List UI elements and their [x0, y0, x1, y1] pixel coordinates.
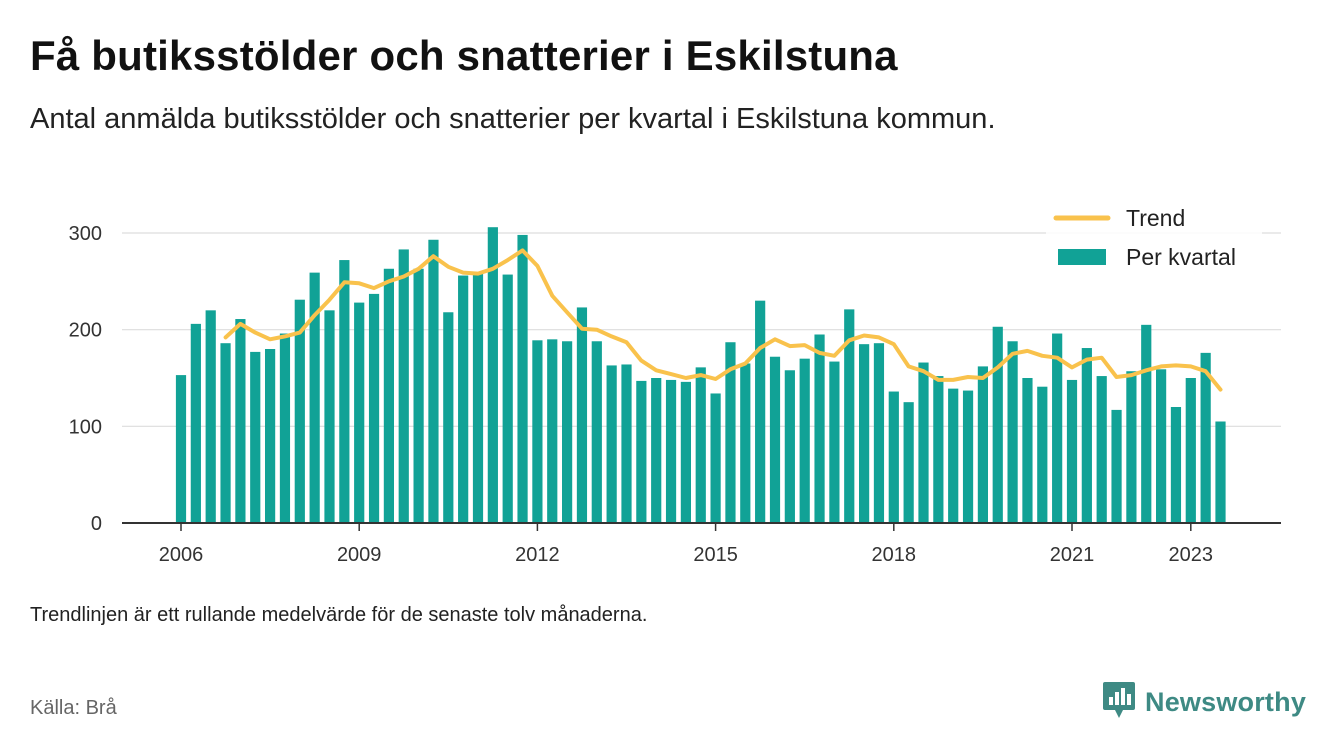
bar — [621, 364, 632, 523]
bar — [740, 363, 751, 523]
bar — [888, 391, 899, 523]
bar-series — [175, 227, 1226, 523]
bar — [769, 356, 781, 523]
bar — [903, 402, 914, 523]
bar — [1096, 376, 1107, 523]
bar — [1007, 341, 1018, 523]
y-axis-ticks: 0 100 200 300 — [69, 223, 102, 535]
bar — [309, 272, 320, 523]
y-tick-label: 300 — [69, 223, 102, 245]
bar — [413, 268, 424, 523]
bar — [977, 366, 988, 523]
bar — [487, 227, 498, 523]
bar — [1170, 407, 1182, 523]
bar — [235, 319, 246, 523]
bar — [844, 309, 855, 523]
bar — [918, 362, 929, 523]
trend-line — [223, 248, 1223, 392]
bar — [1081, 348, 1092, 523]
bar — [962, 390, 974, 523]
bar — [472, 273, 484, 523]
bar — [1037, 386, 1048, 523]
bar — [1215, 421, 1226, 523]
bar — [175, 375, 187, 523]
bar — [755, 300, 766, 523]
bar — [502, 274, 513, 523]
bar — [354, 302, 365, 523]
bar — [517, 234, 528, 523]
bar — [1052, 333, 1063, 523]
legend-bar-label: Per kvartal — [1126, 244, 1236, 270]
bar — [339, 260, 350, 523]
y-tick-label: 100 — [69, 416, 102, 438]
bar — [279, 333, 291, 523]
chart-subtitle: Antal anmälda butiksstölder och snatteri… — [30, 103, 996, 135]
bar — [1185, 378, 1196, 523]
bar — [1126, 371, 1137, 523]
y-tick-label: 0 — [91, 513, 102, 535]
x-tick-label: 2018 — [872, 544, 917, 566]
bar — [532, 340, 543, 523]
x-axis-ticks: 2006 2009 2012 2015 2018 2021 2023 — [159, 523, 1213, 566]
bar — [1022, 378, 1033, 523]
x-tick-label: 2021 — [1050, 544, 1095, 566]
x-tick-label: 2006 — [159, 544, 204, 566]
bar — [398, 249, 409, 523]
bar — [799, 358, 810, 523]
bar — [562, 341, 573, 523]
bar — [933, 376, 944, 523]
bar — [651, 378, 662, 523]
legend-background — [1046, 202, 1262, 282]
bar — [591, 341, 602, 523]
bar — [576, 307, 588, 523]
legend: Trend Per kvartal — [1046, 202, 1262, 282]
x-tick-label: 2012 — [515, 544, 560, 566]
x-tick-label: 2023 — [1169, 544, 1214, 566]
bar — [606, 365, 617, 523]
bar — [250, 351, 261, 523]
bar — [859, 344, 870, 523]
bar — [190, 323, 201, 523]
source-credit: Källa: Brå — [30, 697, 117, 719]
brand-name: Newsworthy — [1145, 687, 1307, 717]
x-tick-label: 2009 — [337, 544, 382, 566]
bar — [725, 342, 736, 523]
bar — [324, 310, 335, 523]
bar — [992, 326, 1003, 523]
bar — [458, 275, 469, 523]
chart-title: Få butiksstölder och snatterier i Eskils… — [30, 32, 898, 79]
bar — [784, 370, 795, 523]
bar — [205, 310, 216, 523]
bar — [814, 334, 825, 523]
bar — [665, 379, 677, 523]
legend-trend-label: Trend — [1126, 205, 1185, 231]
bar — [1156, 369, 1167, 523]
bar — [1066, 379, 1078, 523]
bar — [220, 343, 231, 523]
bar — [695, 367, 706, 523]
bar — [829, 361, 840, 523]
bar — [294, 299, 305, 523]
bar — [428, 239, 439, 523]
bar — [636, 380, 647, 523]
footnote: Trendlinjen är ett rullande medelvärde f… — [30, 604, 648, 626]
legend-bar-swatch — [1058, 249, 1106, 265]
bar — [710, 393, 721, 523]
bar — [948, 388, 959, 523]
bar — [873, 343, 885, 523]
bar — [383, 268, 394, 523]
x-tick-label: 2015 — [693, 544, 738, 566]
newsworthy-logo-icon — [1101, 680, 1137, 725]
bar — [265, 349, 276, 523]
bar — [443, 312, 454, 523]
bar — [1141, 324, 1152, 523]
bar — [1111, 409, 1122, 523]
y-tick-label: 200 — [69, 320, 102, 342]
brand[interactable]: Newsworthy — [1101, 680, 1306, 725]
bar — [547, 339, 558, 523]
bar — [680, 381, 691, 523]
bar — [368, 293, 380, 523]
bar — [1200, 352, 1211, 523]
